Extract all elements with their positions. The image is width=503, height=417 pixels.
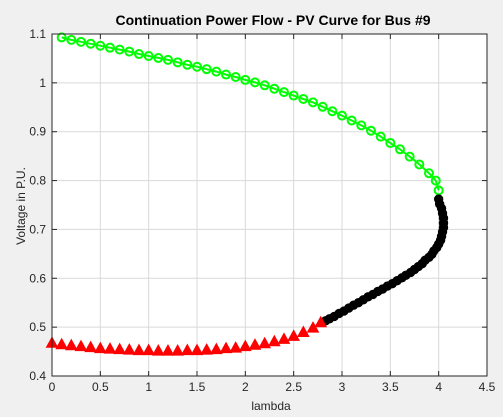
x-tick-label: 0 [49, 380, 56, 394]
data-point [66, 34, 77, 45]
plot-area [52, 34, 487, 376]
data-point [192, 61, 202, 72]
data-point [143, 50, 154, 61]
series-1 [320, 194, 449, 326]
y-tick-label: 0.7 [29, 222, 46, 236]
data-point [95, 40, 106, 51]
data-point [337, 110, 347, 121]
y-tick-label: 0.9 [29, 125, 46, 139]
data-point [180, 343, 194, 356]
series-2 [45, 315, 328, 356]
y-tick-label: 0.4 [29, 369, 46, 383]
data-point [76, 36, 86, 47]
data-point [74, 339, 88, 352]
data-point [414, 159, 425, 170]
data-point [375, 131, 386, 142]
plot-frame [51, 33, 488, 377]
data-point [269, 83, 280, 94]
data-point [114, 44, 125, 55]
data-point [85, 38, 96, 49]
data-point [385, 137, 396, 148]
data-point [298, 93, 309, 104]
data-point [395, 144, 405, 155]
data-point [238, 339, 252, 352]
data-point [55, 337, 69, 350]
y-tick-label: 1 [39, 76, 46, 90]
data-point [209, 342, 223, 355]
y-axis-ticks: 0.4 0.5 0.6 0.7 0.8 0.9 1 1.1 [29, 27, 487, 383]
data-point [153, 52, 164, 63]
data-point [259, 80, 270, 91]
data-point [124, 46, 135, 57]
data-point [248, 338, 262, 350]
data-point [430, 175, 441, 186]
data-point [190, 343, 204, 356]
x-tick-label: 4 [435, 380, 442, 394]
data-point [346, 115, 357, 126]
data-point [105, 42, 115, 53]
x-tick-label: 2.5 [285, 380, 302, 394]
data-point [211, 66, 222, 77]
data-point [317, 101, 328, 112]
x-axis-ticks: 0 0.5 1 1.5 2 2.5 3 3.5 4 4.5 [49, 34, 496, 394]
x-tick-label: 3.5 [382, 380, 399, 394]
x-tick-label: 2 [242, 380, 249, 394]
data-point [171, 344, 185, 356]
data-point [327, 106, 338, 117]
data-point [314, 315, 328, 328]
data-point [221, 69, 231, 80]
data-point [433, 185, 444, 196]
data-point [182, 59, 193, 70]
data-point [151, 344, 165, 356]
data-point [134, 49, 144, 60]
series-layer [45, 32, 449, 356]
chart-title: Continuation Power Flow - PV Curve for B… [115, 12, 430, 28]
data-point [404, 151, 415, 162]
y-tick-label: 0.5 [29, 320, 46, 334]
data-point [288, 90, 299, 101]
data-point [296, 325, 310, 338]
data-point [229, 341, 243, 353]
data-point [308, 97, 318, 108]
data-point [93, 341, 107, 354]
data-point [250, 77, 260, 88]
data-point [279, 87, 289, 98]
data-point [172, 57, 183, 68]
data-point [113, 342, 127, 355]
x-tick-label: 1 [145, 380, 152, 394]
data-point [201, 64, 212, 75]
data-point [424, 168, 434, 179]
y-axis-label: Voltage in P.U. [14, 167, 28, 245]
data-point [366, 125, 376, 136]
y-tick-label: 1.1 [29, 27, 46, 41]
data-point [142, 343, 156, 356]
data-point [356, 120, 367, 131]
x-tick-label: 4.5 [479, 380, 496, 394]
y-tick-label: 0.6 [29, 271, 46, 285]
x-tick-label: 1.5 [189, 380, 206, 394]
data-point [240, 74, 251, 85]
data-point [267, 334, 281, 347]
data-point [277, 332, 291, 344]
data-point [200, 343, 214, 355]
data-point [161, 344, 175, 356]
data-point [122, 343, 136, 355]
data-point [84, 340, 98, 353]
series-0 [56, 32, 444, 196]
data-point [287, 329, 301, 341]
data-point [258, 336, 272, 349]
data-point [64, 338, 78, 351]
data-point [163, 54, 173, 65]
x-axis-label: lambda [251, 399, 291, 413]
x-tick-label: 3 [339, 380, 346, 394]
y-tick-label: 0.8 [29, 174, 46, 188]
x-tick-label: 0.5 [92, 380, 109, 394]
data-point [132, 343, 146, 356]
data-point [103, 342, 117, 354]
data-point [219, 341, 233, 354]
data-point [230, 71, 241, 82]
data-point [56, 32, 67, 43]
